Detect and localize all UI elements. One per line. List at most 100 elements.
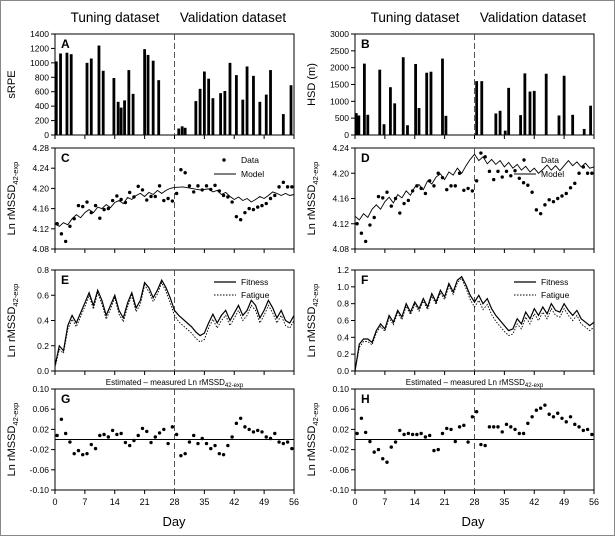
panel-h-x-tick-label: 14 (410, 497, 420, 507)
panel-b-bar (357, 115, 361, 135)
right-tuning-header: Tuning dataset (371, 10, 460, 25)
panel-e-y-tick-label: 0.6 (37, 290, 49, 300)
panel-g-x-tick-label: 35 (199, 497, 209, 507)
panel-h-y-tick-label: 0.06 (332, 404, 349, 414)
panel-h-data-point (543, 403, 547, 407)
panel-b-bar (582, 128, 586, 135)
panel-f-series-fitness (354, 275, 595, 372)
panel-h-data-point (564, 420, 568, 424)
panel-d-data-point (363, 239, 368, 244)
panel-g-data-point (221, 452, 226, 457)
panel-h-data-point (581, 428, 586, 433)
panel-g-data-point (230, 435, 234, 439)
panel-d-y-tick-label: 4.08 (332, 244, 349, 254)
panel-d-data-point (568, 186, 573, 190)
panel-d-label: D (361, 151, 370, 165)
panel-d-data-point (381, 196, 385, 200)
panel-a-bar (69, 54, 73, 136)
panel-d-data-point (500, 175, 504, 179)
panel-g-data-point (179, 453, 183, 458)
panel-b-bar (393, 103, 397, 135)
panel-g-data-point (63, 431, 68, 436)
panel-a-bar (177, 128, 181, 135)
panel-g-data-point (119, 431, 123, 436)
panel-h-data-point (432, 448, 436, 453)
panel-g-data-point (85, 451, 89, 456)
panel-d-y-tick-label: 4.20 (332, 168, 349, 178)
panel-a-y-tick-label: 800 (35, 72, 49, 82)
panel-b-bar (589, 105, 592, 135)
panel-c-data-point (179, 168, 183, 172)
panel-a-bar (252, 75, 255, 135)
panel-b-bar (444, 115, 448, 135)
panel-f-label: F (361, 273, 368, 287)
panel-a-y-tick-label: 200 (35, 116, 49, 126)
panel-c-y-tick-label: 4.20 (32, 183, 49, 193)
panel-c-data-point (285, 185, 290, 189)
panel-d-data-point (462, 188, 466, 192)
panel-g-x-tick-label: 0 (52, 497, 57, 507)
panel-d-model-line (354, 153, 595, 221)
panel-a-bar (264, 94, 268, 135)
panel-c-data-point (102, 207, 106, 212)
panel-h-data-point (398, 428, 402, 433)
panel-g-data-point (174, 432, 179, 437)
panel-g-data-point (192, 433, 196, 438)
panel-g-y-tick-label: 0.10 (32, 384, 49, 394)
panel-h-data-point (556, 411, 560, 415)
panel-h-data-point (440, 431, 445, 436)
panel-c-data-point (170, 199, 175, 203)
panel-f-y-tick-label: 0.6 (337, 316, 349, 326)
panel-h-y-tick-label: -0.02 (330, 445, 350, 455)
panel-a-bar (194, 101, 198, 135)
panel-b-y-tick-label: 500 (335, 113, 349, 123)
panel-c-data-point (221, 193, 226, 198)
panel-h-label: H (361, 392, 370, 406)
panel-g-data-point (98, 433, 102, 438)
panel-c-data-point (81, 204, 85, 209)
panel-g-label: G (61, 392, 70, 406)
panel-h-data-point (585, 427, 590, 432)
panel-h-x-tick-label: 7 (382, 497, 387, 507)
panel-h-x-tick-label: 28 (469, 497, 479, 507)
panel-d-legend-data-label: Data (541, 155, 559, 165)
panel-b-bar (571, 114, 575, 135)
panel-h-y-tick-label: -0.06 (330, 465, 350, 475)
panel-a-bar (234, 75, 238, 135)
panel-a-bar (157, 80, 161, 135)
panel-c-data-point (183, 171, 187, 175)
panel-d-data-point (355, 222, 359, 226)
panel-a-y-tick-label: 1000 (30, 58, 49, 68)
panel-c-data-point (98, 216, 102, 220)
panel-d-data-point (534, 208, 539, 212)
panel-h-data-point (453, 439, 457, 444)
panel-h-data-point (445, 426, 449, 431)
panel-c-data-point (76, 203, 81, 208)
panel-g-data-point (277, 440, 281, 444)
panel-h-data-point (402, 432, 406, 437)
panel-b: 0 500 1000 1500 2000 2500 3000 B HSD (m) (306, 29, 595, 140)
panel-h-data-point (479, 442, 483, 447)
panel-c-data-point (174, 191, 179, 196)
panel-c-data-point (196, 184, 200, 188)
panel-g-data-point (183, 451, 187, 456)
panel-c-data-point (106, 206, 111, 211)
panel-a-bar (151, 60, 155, 135)
right-x-axis-title: Day (461, 514, 485, 529)
panel-h-data-point (389, 445, 393, 449)
panel-g-data-point (157, 431, 162, 435)
panel-g-data-point (285, 440, 290, 444)
panel-g-x-tick-label: 28 (169, 497, 179, 507)
panel-c-data-point (162, 198, 166, 203)
panel-h-data-point (487, 425, 492, 429)
panel-c-label: C (61, 151, 70, 165)
panel-b-bar (414, 63, 418, 135)
panel-h-data-point (577, 425, 581, 429)
panel-c-y-tick-label: 4.28 (32, 143, 49, 153)
panel-h-title: Estimated – measured Ln rMSSD42-exp (406, 378, 544, 389)
panel-c-data-point (226, 195, 230, 199)
panel-c-data-point (157, 184, 162, 188)
panel-d-data-point (564, 191, 568, 196)
panel-h-data-point (534, 408, 539, 412)
panel-e-legend-fatigue-label: Fatigue (241, 290, 270, 300)
